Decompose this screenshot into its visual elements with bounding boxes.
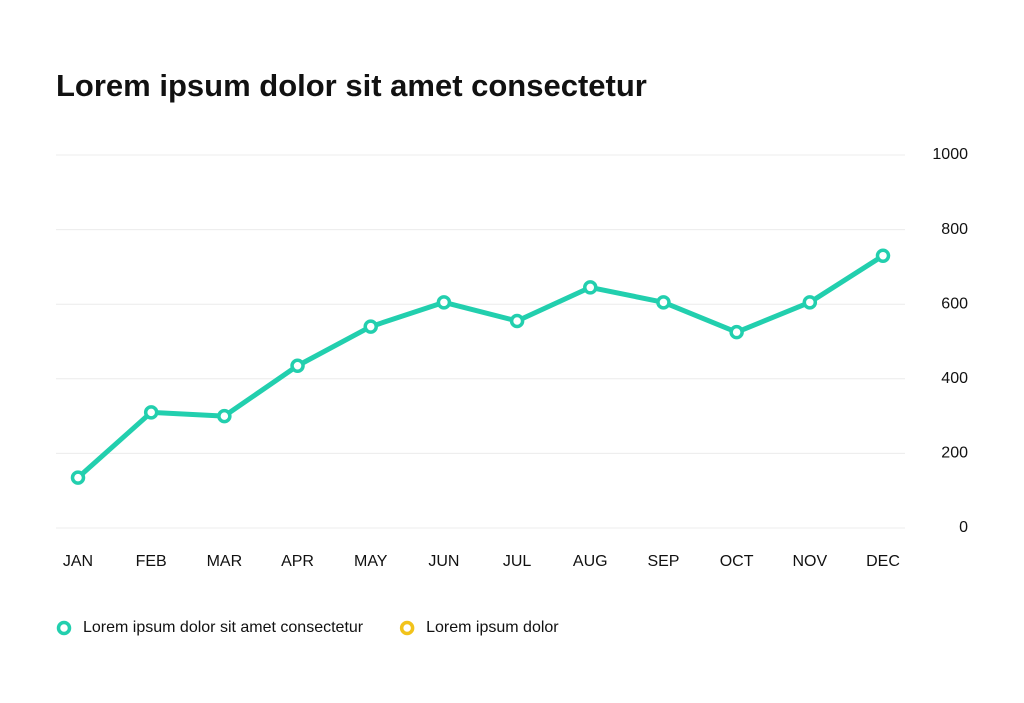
point: [290, 358, 305, 373]
point: [729, 324, 744, 340]
x-tick-label: OCT: [720, 553, 754, 570]
x-tick-label: JUN: [428, 553, 459, 570]
legend-label: Lorem ipsum dolor sit amet consectetur: [83, 619, 364, 636]
y-tick-label: 600: [941, 295, 968, 312]
point: [656, 295, 671, 310]
y-tick-label: 0: [959, 519, 968, 536]
x-tick-label: FEB: [136, 553, 167, 570]
x-tick-label: MAR: [207, 553, 243, 570]
legend-marker: [399, 620, 415, 636]
x-tick-label: JAN: [63, 553, 93, 570]
point: [363, 319, 378, 334]
x-tick-label: NOV: [792, 553, 827, 570]
point: [143, 405, 159, 420]
x-tick-label: AUG: [573, 553, 608, 570]
point: [436, 295, 452, 310]
y-tick-label: 800: [941, 221, 968, 238]
point: [583, 280, 598, 295]
legend-label: Lorem ipsum dolor: [426, 619, 559, 636]
x-tick-label: MAY: [354, 553, 388, 570]
x-tick-label: APR: [281, 553, 314, 570]
x-tick-label: SEP: [647, 553, 679, 570]
legend-marker: [56, 620, 72, 636]
y-tick-label: 400: [941, 370, 968, 387]
point: [802, 295, 818, 310]
y-tick-label: 1000: [932, 146, 968, 163]
point: [875, 248, 891, 263]
y-tick-label: 200: [941, 445, 968, 462]
line: [75, 253, 886, 481]
x-tick-label: DEC: [866, 553, 900, 570]
chart-title: Lorem ipsum dolor sit amet consectetur: [56, 68, 647, 103]
x-tick-label: JUL: [503, 553, 532, 570]
point: [509, 313, 525, 329]
point: [217, 408, 232, 424]
point: [70, 470, 86, 485]
